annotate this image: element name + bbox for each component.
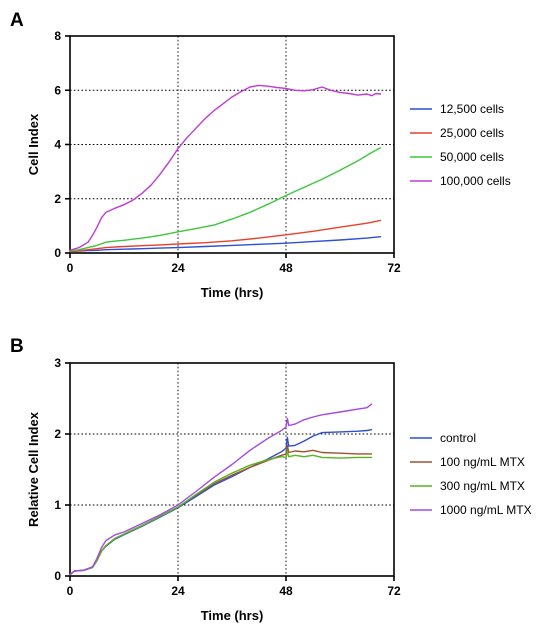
y-tick-label: 8 xyxy=(54,29,61,43)
x-tick-label: 72 xyxy=(387,261,401,275)
series-line-3 xyxy=(69,147,382,252)
series-line-2 xyxy=(69,444,373,576)
series-line-2 xyxy=(69,219,382,253)
x-tick-label: 48 xyxy=(279,584,293,598)
panel-label: A xyxy=(10,10,24,31)
y-tick-label: 3 xyxy=(54,356,61,370)
y-tick-label: 2 xyxy=(54,427,61,441)
series-line-4 xyxy=(69,403,373,576)
series-line-3 xyxy=(69,450,373,576)
x-tick-label: 24 xyxy=(171,261,185,275)
y-tick-label: 4 xyxy=(54,138,61,152)
y-tick-label: 1 xyxy=(54,498,61,512)
series-line-1 xyxy=(69,236,382,253)
y-axis-title: Cell Index xyxy=(26,113,41,175)
x-tick-label: 24 xyxy=(171,584,185,598)
panel-label: B xyxy=(10,336,24,357)
plot-frame xyxy=(69,362,395,577)
legend: 12,500 cells 25,000 cells 50,000 cells 100,… xyxy=(410,102,511,188)
y-tick-label: 0 xyxy=(54,569,61,583)
x-tick-label: 48 xyxy=(279,261,293,275)
x-axis-title: Time (hrs) xyxy=(201,608,264,623)
plot-frame xyxy=(69,35,395,254)
series-line-4 xyxy=(69,84,382,251)
x-axis-title: Time (hrs) xyxy=(201,285,264,300)
y-tick-label: 6 xyxy=(54,83,61,97)
y-tick-label: 2 xyxy=(54,192,61,206)
x-tick-label: 0 xyxy=(67,584,74,598)
y-tick-label: 0 xyxy=(54,246,61,260)
x-tick-label: 0 xyxy=(67,261,74,275)
legend-label: 100 ng/mL MTX xyxy=(440,455,525,469)
legend: control 100 ng/mL MTX 300 ng/mL MTX 1000 ng… xyxy=(410,431,532,517)
y-axis-title: Relative Cell Index xyxy=(26,411,41,527)
x-tick-label: 72 xyxy=(387,584,401,598)
legend-label: 100,000 cells xyxy=(440,174,511,188)
legend-label: control xyxy=(440,431,476,445)
legend-label: 12,500 cells xyxy=(440,102,504,116)
chart-panel-b: B 0 24 48 72 0 1 2 3 Time (hrs) Relative Cell Inde… xyxy=(10,336,532,623)
legend-label: 25,000 cells xyxy=(440,126,504,140)
legend-label: 50,000 cells xyxy=(440,150,504,164)
legend-label: 1000 ng/mL MTX xyxy=(440,503,532,517)
legend-label: 300 ng/mL MTX xyxy=(440,479,525,493)
series-line-1 xyxy=(69,429,373,576)
